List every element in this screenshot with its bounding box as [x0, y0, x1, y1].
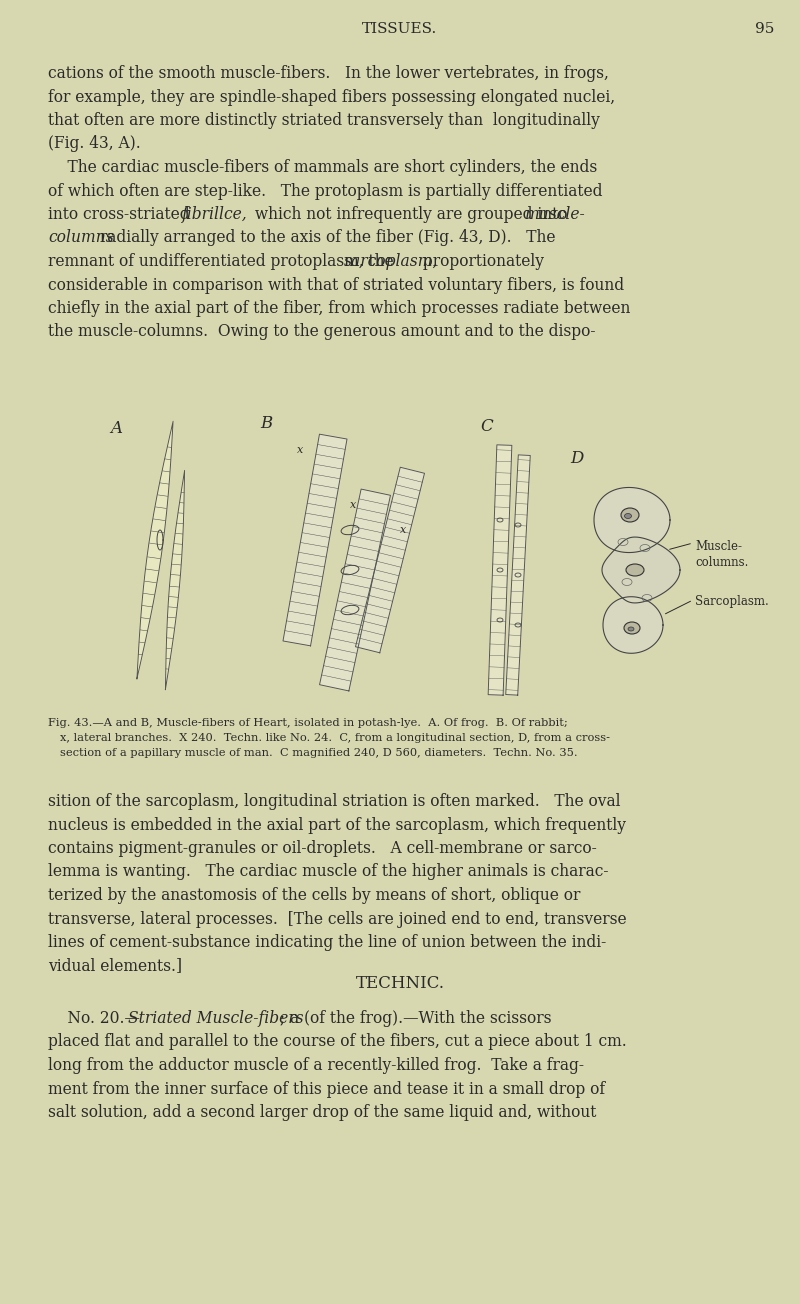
Text: placed flat and parallel to the course of the fibers, cut a piece about 1 cm.: placed flat and parallel to the course o…	[48, 1034, 626, 1051]
Text: TISSUES.: TISSUES.	[362, 22, 438, 37]
Ellipse shape	[625, 514, 631, 519]
Text: salt solution, add a second larger drop of the same liquid and, without: salt solution, add a second larger drop …	[48, 1104, 596, 1121]
Text: considerable in comparison with that of striated voluntary fibers, is found: considerable in comparison with that of …	[48, 276, 624, 293]
Text: sarcoplasm,: sarcoplasm,	[344, 253, 438, 270]
Text: lines of cement-substance indicating the line of union between the indi-: lines of cement-substance indicating the…	[48, 934, 606, 951]
Text: A: A	[110, 420, 122, 437]
Text: B: B	[260, 415, 272, 432]
Text: cations of the smooth muscle-fibers.   In the lower vertebrates, in frogs,: cations of the smooth muscle-fibers. In …	[48, 65, 609, 82]
Text: the muscle-columns.  Owing to the generous amount and to the dispo-: the muscle-columns. Owing to the generou…	[48, 323, 595, 340]
Polygon shape	[506, 455, 530, 695]
Text: ment from the inner surface of this piece and tease it in a small drop of: ment from the inner surface of this piec…	[48, 1081, 605, 1098]
Text: chiefly in the axial part of the fiber, from which processes radiate between: chiefly in the axial part of the fiber, …	[48, 300, 630, 317]
Text: Muscle-
columns.: Muscle- columns.	[695, 540, 748, 569]
Text: lemma is wanting.   The cardiac muscle of the higher animals is charac-: lemma is wanting. The cardiac muscle of …	[48, 863, 609, 880]
Polygon shape	[319, 489, 390, 691]
Text: (Fig. 43, A).: (Fig. 43, A).	[48, 136, 141, 153]
Text: nucleus is embedded in the axial part of the sarcoplasm, which frequently: nucleus is embedded in the axial part of…	[48, 816, 626, 833]
Text: radially arranged to the axis of the fiber (Fig. 43, D).   The: radially arranged to the axis of the fib…	[95, 230, 555, 246]
Text: Striated Muscle-fibers: Striated Muscle-fibers	[128, 1011, 303, 1028]
Ellipse shape	[621, 509, 639, 522]
Text: that often are more distinctly striated transversely than  longitudinally: that often are more distinctly striated …	[48, 112, 600, 129]
Text: vidual elements.]: vidual elements.]	[48, 957, 182, 974]
Text: section of a papillary muscle of man.  C magnified 240, D 560, diameters.  Techn: section of a papillary muscle of man. C …	[60, 748, 578, 758]
Text: which not infrequently are grouped into: which not infrequently are grouped into	[250, 206, 572, 223]
Text: x: x	[297, 445, 303, 455]
Text: long from the adductor muscle of a recently-killed frog.  Take a frag-: long from the adductor muscle of a recen…	[48, 1058, 584, 1074]
Text: columns: columns	[48, 230, 114, 246]
Polygon shape	[137, 421, 173, 679]
Ellipse shape	[626, 565, 644, 576]
Text: remnant of undifferentiated protoplasm, the: remnant of undifferentiated protoplasm, …	[48, 253, 398, 270]
Text: Sarcoplasm.: Sarcoplasm.	[695, 595, 769, 608]
Ellipse shape	[628, 627, 634, 631]
Text: x: x	[400, 526, 406, 535]
Polygon shape	[283, 434, 347, 645]
Text: contains pigment-granules or oil-droplets.   A cell-membrane or sarco-: contains pigment-granules or oil-droplet…	[48, 840, 597, 857]
Text: proportionately: proportionately	[418, 253, 544, 270]
Text: D: D	[570, 450, 583, 467]
Polygon shape	[603, 597, 663, 653]
Text: 95: 95	[755, 22, 774, 37]
Text: of which often are step-like.   The protoplasm is partially differentiated: of which often are step-like. The protop…	[48, 183, 602, 200]
Polygon shape	[594, 488, 670, 553]
Polygon shape	[488, 445, 512, 695]
Text: into cross-striated: into cross-striated	[48, 206, 194, 223]
Text: muscle-: muscle-	[525, 206, 586, 223]
Text: transverse, lateral processes.  [The cells are joined end to end, transverse: transverse, lateral processes. [The cell…	[48, 910, 626, 927]
Text: x, lateral branches.  X 240.  Techn. like No. 24.  C, from a longitudinal sectio: x, lateral branches. X 240. Techn. like …	[60, 733, 610, 743]
Text: Fig. 43.—A and B, Muscle-fibers of Heart, isolated in potash-lye.  A. Of frog.  : Fig. 43.—A and B, Muscle-fibers of Heart…	[48, 719, 568, 728]
Polygon shape	[355, 467, 425, 653]
Text: fibrillce,: fibrillce,	[182, 206, 248, 223]
Polygon shape	[602, 537, 680, 602]
Text: ; a (of the frog).—With the scissors: ; a (of the frog).—With the scissors	[274, 1011, 551, 1028]
Text: for example, they are spindle-shaped fibers possessing elongated nuclei,: for example, they are spindle-shaped fib…	[48, 89, 615, 106]
Text: The cardiac muscle-fibers of mammals are short cylinders, the ends: The cardiac muscle-fibers of mammals are…	[48, 159, 598, 176]
Text: C: C	[480, 419, 493, 436]
Text: No. 20.—: No. 20.—	[48, 1011, 140, 1028]
Text: TECHNIC.: TECHNIC.	[355, 975, 445, 992]
Polygon shape	[166, 471, 185, 690]
Text: terized by the anastomosis of the cells by means of short, oblique or: terized by the anastomosis of the cells …	[48, 887, 580, 904]
Text: sition of the sarcoplasm, longitudinal striation is often marked.   The oval: sition of the sarcoplasm, longitudinal s…	[48, 793, 621, 810]
Text: x: x	[350, 499, 356, 510]
Ellipse shape	[624, 622, 640, 634]
